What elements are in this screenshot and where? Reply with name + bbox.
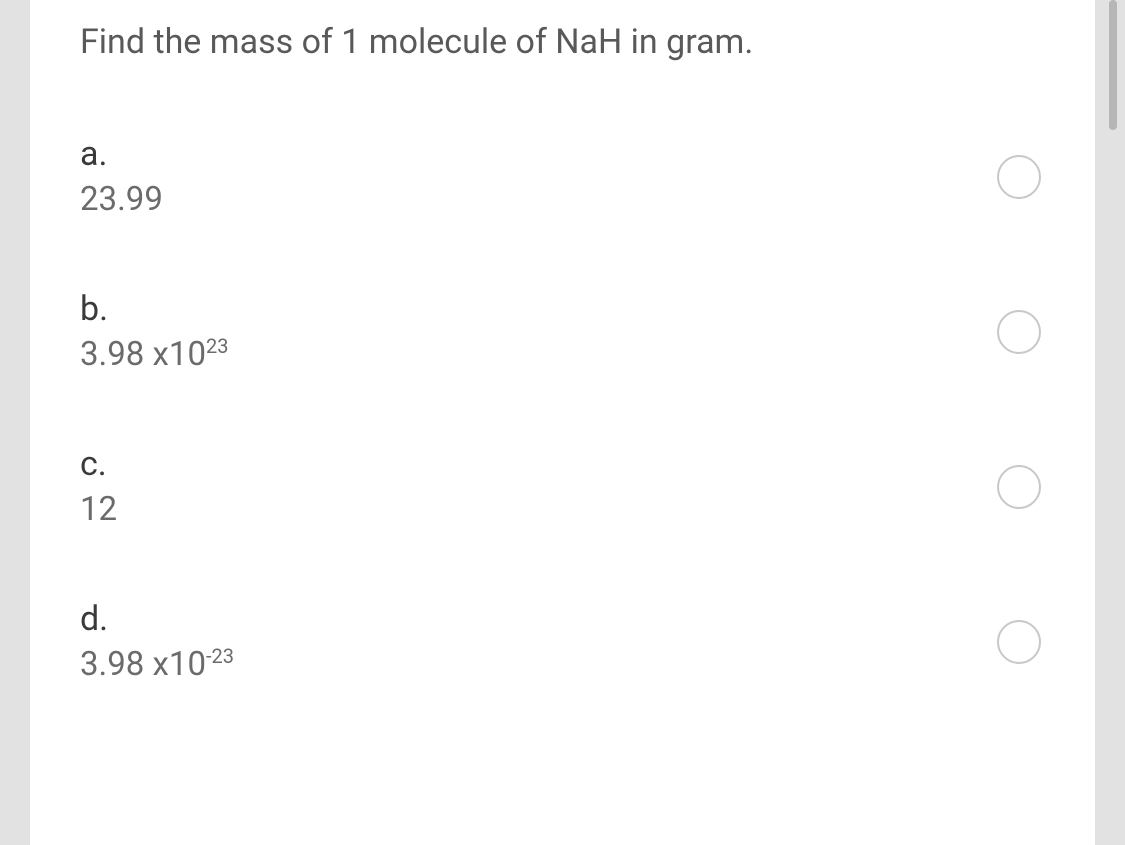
option-d[interactable]: d. 3.98 x10-23 xyxy=(80,599,1045,684)
scrollbar-thumb[interactable] xyxy=(1109,0,1117,130)
radio-button-d[interactable] xyxy=(997,620,1041,664)
option-letter: b. xyxy=(80,289,228,329)
radio-button-b[interactable] xyxy=(997,310,1041,354)
option-content: d. 3.98 x10-23 xyxy=(80,599,234,684)
option-a[interactable]: a. 23.99 xyxy=(80,134,1045,219)
question-text: Find the mass of 1 molecule of NaH in gr… xyxy=(80,20,1045,64)
option-c[interactable]: c. 12 xyxy=(80,444,1045,529)
option-value: 23.99 xyxy=(80,180,163,219)
scrollbar-track[interactable] xyxy=(1109,0,1117,845)
options-container: a. 23.99 b. 3.98 x1023 c. 12 d. 3.98 x10… xyxy=(80,134,1045,684)
option-content: b. 3.98 x1023 xyxy=(80,289,228,374)
option-letter: c. xyxy=(80,444,117,484)
option-letter: d. xyxy=(80,599,234,639)
option-b[interactable]: b. 3.98 x1023 xyxy=(80,289,1045,374)
radio-button-a[interactable] xyxy=(997,155,1041,199)
radio-button-c[interactable] xyxy=(997,465,1041,509)
option-value: 12 xyxy=(80,490,117,529)
option-letter: a. xyxy=(80,134,163,174)
option-content: c. 12 xyxy=(80,444,117,529)
option-value: 3.98 x10-23 xyxy=(80,645,234,684)
question-card: Find the mass of 1 molecule of NaH in gr… xyxy=(30,0,1095,845)
option-value: 3.98 x1023 xyxy=(80,335,228,374)
option-content: a. 23.99 xyxy=(80,134,163,219)
